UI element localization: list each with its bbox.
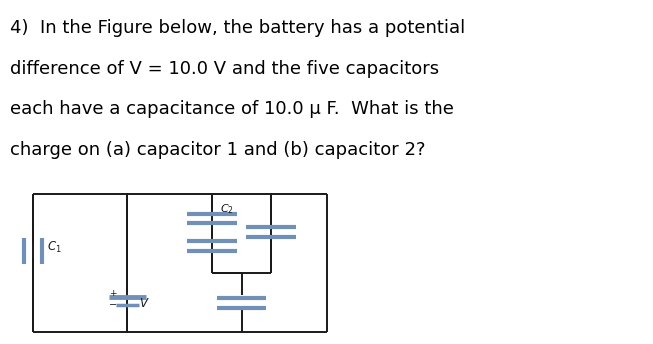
Text: $V$: $V$ [139, 296, 150, 309]
Text: each have a capacitance of 10.0 μ F.  What is the: each have a capacitance of 10.0 μ F. Wha… [10, 100, 454, 118]
Text: 4)  In the Figure below, the battery has a potential: 4) In the Figure below, the battery has … [10, 19, 465, 37]
Text: difference of V = 10.0 V and the five capacitors: difference of V = 10.0 V and the five ca… [10, 60, 439, 77]
Text: +: + [109, 289, 117, 298]
Text: $C_1$: $C_1$ [47, 240, 61, 255]
Text: −: − [109, 300, 117, 310]
Text: charge on (a) capacitor 1 and (b) capacitor 2?: charge on (a) capacitor 1 and (b) capaci… [10, 141, 425, 159]
Text: $C_2$: $C_2$ [220, 202, 234, 216]
